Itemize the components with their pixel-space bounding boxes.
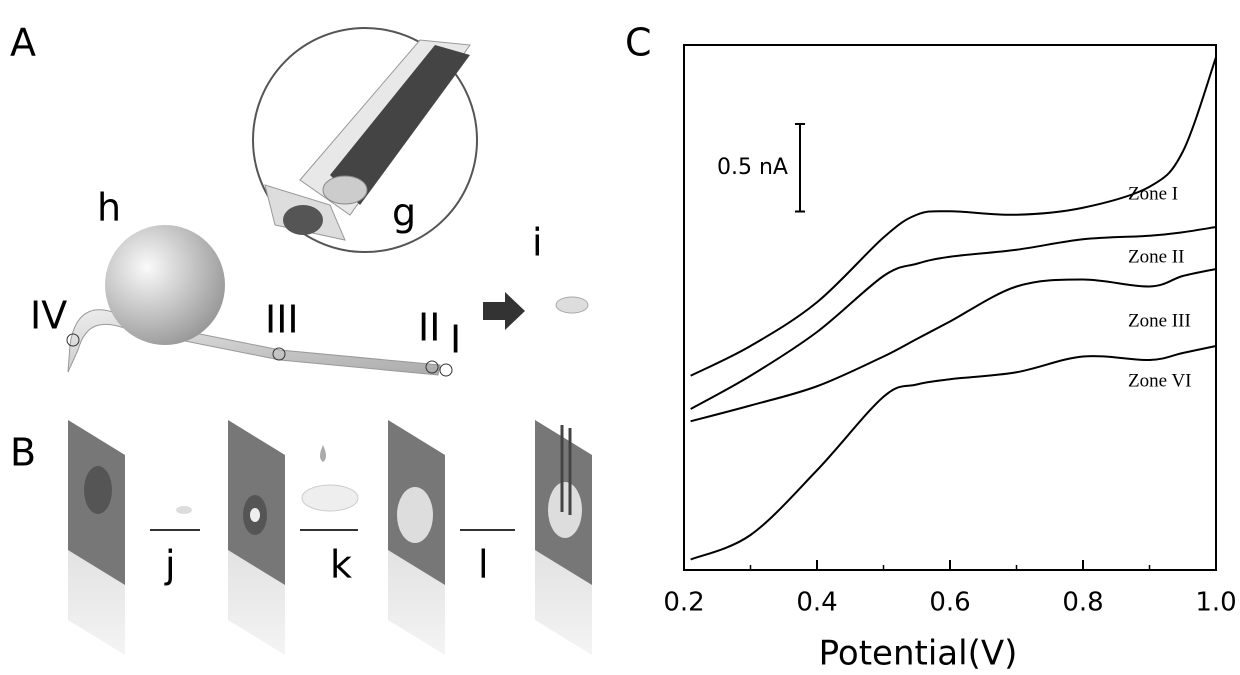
marker [440,364,452,376]
x-tick-label: 0.4 [796,588,837,618]
x-tick-label: 0.2 [663,588,704,618]
zone-label: II [418,306,440,350]
step-label: j [164,543,176,587]
panel-label: C [625,21,652,65]
step-label: k [330,543,352,587]
series-label: Zone VI [1128,370,1192,391]
series-label: Zone I [1128,183,1178,204]
figure: A g h IV III II I i B [0,0,1240,671]
scale-label: 0.5 nA [717,155,788,180]
sphere [105,225,225,345]
plot-frame [684,45,1216,570]
arrow [483,292,525,330]
zone-label: III [265,298,299,342]
slides [68,420,592,655]
x-tick-label: 0.8 [1062,588,1103,618]
zone-label: I [450,318,461,362]
panel-label: A [10,21,36,65]
zone-label: IV [30,294,67,338]
magnifier [253,28,477,252]
step-label: l [478,543,489,587]
label-i: i [532,221,543,265]
curve [691,269,1216,421]
disc [556,297,588,313]
label-h: h [97,186,121,230]
series-label: Zone II [1128,246,1184,267]
label-g: g [392,191,416,235]
panel-label: B [10,431,36,475]
x-tick-label: 0.6 [929,588,970,618]
series-label: Zone III [1128,310,1191,331]
x-tick-label: 1.0 [1195,588,1236,618]
x-axis-label: Potential(V) [819,634,1018,672]
